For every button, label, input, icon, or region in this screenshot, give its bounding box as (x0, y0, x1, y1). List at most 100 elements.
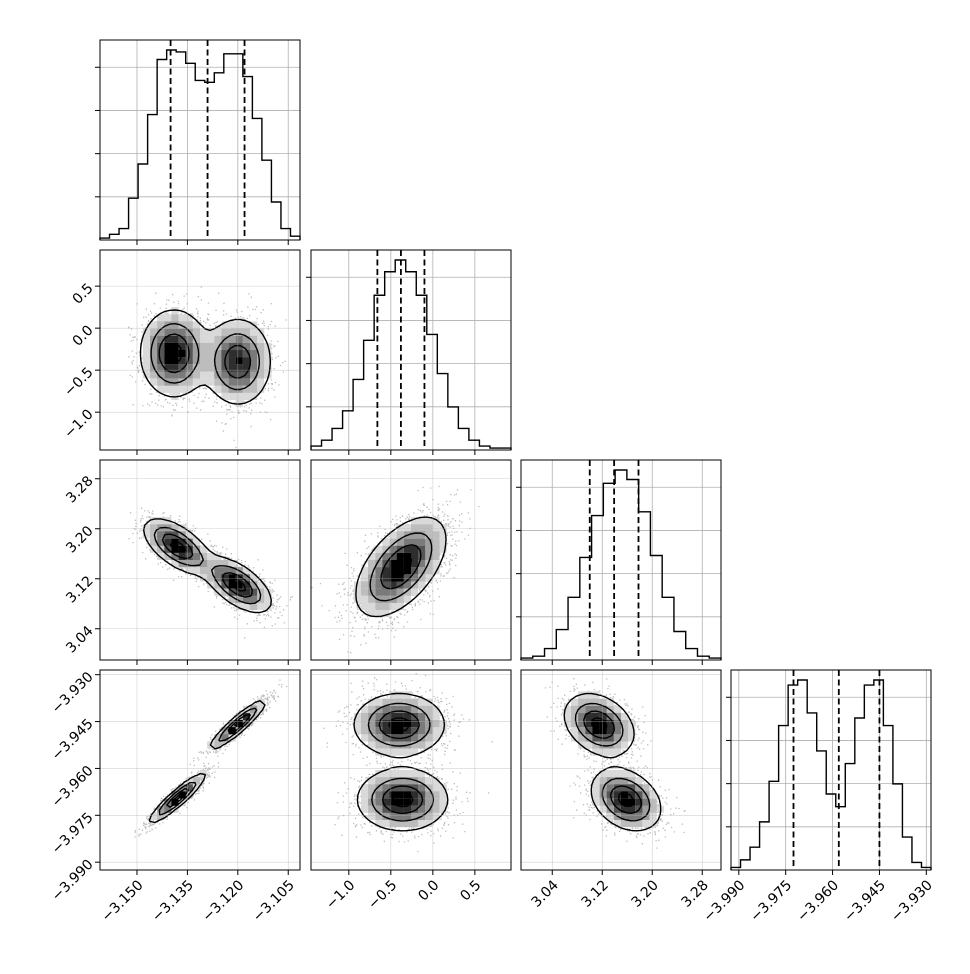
density-level-0-3 (150, 321, 258, 393)
density-level-0-4 (157, 328, 258, 386)
xtick-label-1-1: −3.150 (99, 877, 147, 925)
ytick-label-2-2: −0.5 (61, 365, 96, 400)
density-level-4-2 (361, 698, 440, 828)
scatter-frame-4 (310, 669, 512, 871)
scatter-panel-2-4 (310, 669, 512, 871)
scatter-panel-1-3 (99, 459, 301, 661)
hist-panel-3 (516, 459, 722, 661)
hist-panel-4 (726, 669, 932, 871)
density-level-2-4 (375, 538, 426, 596)
panel-content-1 (100, 460, 300, 660)
hist-steps-4 (730, 679, 932, 870)
contour-1-3 (161, 533, 253, 598)
ytick-label-3-1: 3.04 (63, 623, 96, 656)
xtick-label-2-2: −0.5 (365, 877, 400, 912)
xtick-label-2-1: −1.0 (323, 877, 358, 912)
density-level-3-4 (164, 734, 229, 813)
hist-panel-1 (95, 39, 301, 241)
contour-1-4 (169, 539, 247, 592)
density-level-1-7 (171, 538, 243, 589)
contour-1-2 (153, 526, 262, 605)
ytick-label-4-3: −3.960 (49, 763, 97, 811)
contour-0-1 (139, 309, 271, 405)
contour-5-3 (583, 710, 642, 814)
scatter-panel-1-4 (99, 669, 301, 871)
density-level-2-1 (353, 517, 447, 618)
density-level-3-3 (157, 705, 258, 813)
density-level-1-6 (164, 538, 251, 596)
xtick-label-4-3: −3.960 (794, 877, 842, 925)
xtick-label-3-4: 3.28 (679, 877, 712, 910)
ytick-label-2-3: 0.0 (70, 322, 97, 349)
ytick-label-2-1: −1.0 (61, 407, 96, 442)
xtick-label-1-2: −3.135 (149, 877, 197, 925)
ytick-label-4-5: −3.930 (49, 669, 97, 717)
hist-steps-3 (520, 469, 722, 660)
contour-2-2 (369, 532, 433, 602)
density-level-4-3 (368, 705, 433, 821)
panel-content-5 (521, 670, 721, 870)
scatter-frame-0 (99, 249, 301, 451)
hist-steps-1 (99, 49, 301, 240)
density-level-4-4 (375, 705, 426, 821)
xtick-label-1-3: −3.120 (199, 877, 247, 925)
contour-5-1 (563, 692, 662, 832)
density-level-1-5 (164, 531, 258, 596)
panel-content-2 (311, 460, 511, 660)
scatter-frame-2 (310, 459, 512, 661)
density-level-2-6 (382, 545, 419, 589)
scatter-panel-1-2 (99, 249, 301, 451)
density-level-4-1 (353, 691, 447, 828)
hist-frame-3 (520, 459, 722, 661)
xtick-label-4-2: −3.975 (747, 877, 795, 925)
ytick-label-2-4: 0.5 (70, 280, 97, 307)
ytick-label-3-4: 3.28 (63, 473, 96, 506)
contour-3-1 (148, 700, 266, 824)
xtick-label-4-4: −3.945 (841, 877, 889, 925)
hist-panel-2 (306, 249, 512, 451)
xtick-label-2-4: 0.5 (457, 877, 484, 904)
ytick-label-4-1: −3.990 (49, 857, 97, 905)
contour-3-4 (173, 723, 241, 802)
xtick-label-3-3: 3.20 (629, 877, 662, 910)
xtick-label-3-1: 3.04 (529, 877, 562, 910)
panel-content-4 (311, 670, 511, 870)
density-level-1-3 (157, 524, 258, 603)
density-level-0-5 (157, 335, 251, 379)
contour-3-3 (166, 714, 251, 808)
hist-frame-2 (310, 249, 512, 451)
xtick-label-1-4: −3.105 (250, 877, 298, 925)
xtick-label-3-2: 3.12 (579, 877, 612, 910)
xtick-label-2-3: 0.0 (415, 877, 442, 904)
contour-2-3 (380, 544, 422, 590)
density-level-2-5 (382, 545, 426, 589)
panel-content-3 (100, 670, 300, 870)
contour-4-1 (353, 692, 449, 832)
density-level-1-2 (150, 524, 265, 611)
contour-4-4 (388, 717, 414, 808)
density-level-2-7 (389, 552, 412, 582)
scatter-panel-2-3 (310, 459, 512, 661)
density-level-5-1 (563, 691, 664, 828)
ytick-label-3-3: 3.20 (63, 523, 96, 556)
xtick-label-4-5: −3.930 (888, 877, 936, 925)
panel-content-0 (100, 250, 300, 450)
scatter-panel-3-4 (520, 669, 722, 871)
hist-frame-4 (730, 669, 932, 871)
scatter-frame-3 (99, 669, 301, 871)
hist-frame-1 (99, 39, 301, 241)
density-level-5-7 (592, 720, 636, 806)
scatter-frame-1 (99, 459, 301, 661)
density-level-4-6 (382, 712, 419, 813)
density-level-2-2 (361, 524, 440, 611)
ytick-label-3-2: 3.12 (63, 573, 96, 606)
contour-0-4 (165, 342, 183, 364)
contour-4-3 (378, 710, 424, 815)
hist-steps-2 (310, 259, 512, 450)
density-level-0-6 (164, 335, 251, 372)
density-level-3-7 (171, 720, 243, 806)
ytick-label-4-2: −3.975 (49, 810, 97, 858)
ytick-label-4-4: −3.945 (49, 716, 97, 764)
